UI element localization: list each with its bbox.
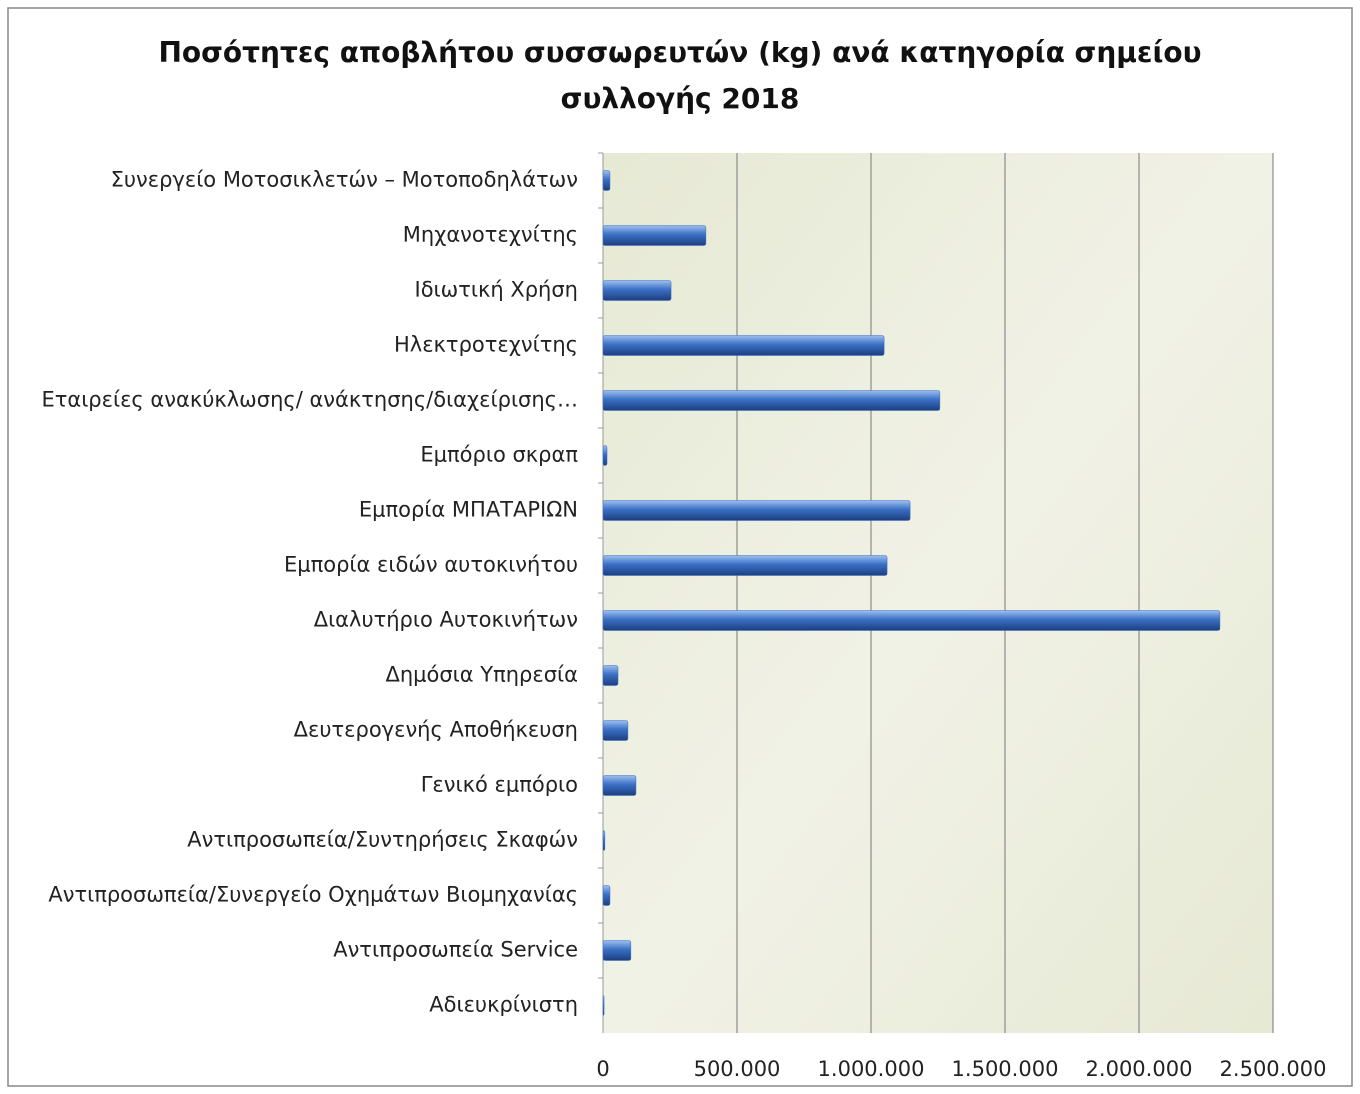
y-tick-label: Εμπόριο σκραπ — [420, 443, 578, 467]
x-tick-label: 2.000.000 — [1086, 1057, 1193, 1081]
bar — [602, 665, 619, 686]
y-tick-label: Αδιευκρίνιστη — [429, 993, 578, 1017]
x-tick-label: 1.000.000 — [818, 1057, 925, 1081]
bar — [602, 170, 611, 191]
y-tick-label: Ιδιωτική Χρήση — [415, 278, 579, 302]
x-tick-label: 2.500.000 — [1220, 1057, 1327, 1081]
bar — [602, 610, 1221, 631]
y-tick-label: Εμπορία ειδών αυτοκινήτου — [284, 553, 578, 577]
y-tick-label: Εμπορία ΜΠΑΤΑΡΙΩΝ — [359, 498, 578, 522]
bar — [602, 885, 611, 906]
y-tick-label: Δημόσια Υπηρεσία — [385, 663, 578, 687]
plot-area — [603, 153, 1273, 1033]
y-tick-label: Συνεργείο Μοτοσικλετών – Μοτοποδηλάτων — [111, 168, 578, 192]
x-tick-label: 0 — [596, 1057, 609, 1081]
bar — [602, 775, 637, 796]
bar — [602, 830, 606, 851]
y-tick-label: Αντιπροσωπεία/Συνεργείο Οχημάτων Βιομηχα… — [48, 883, 578, 907]
chart-border — [7, 7, 1353, 1087]
bar — [602, 995, 605, 1016]
bar — [602, 500, 911, 521]
bar — [602, 720, 629, 741]
y-tick-label: Μηχανοτεχνίτης — [403, 223, 578, 247]
y-tick-label: Εταιρείες ανακύκλωσης/ ανάκτησης/διαχείρ… — [41, 388, 578, 412]
y-tick-label: Ηλεκτροτεχνίτης — [394, 333, 578, 357]
bar — [602, 280, 672, 301]
bar — [602, 445, 608, 466]
y-tick-label: Γενικό εμπόριο — [421, 773, 578, 797]
y-tick-label: Διαλυτήριο Αυτοκινήτων — [314, 608, 578, 632]
y-tick-label: Αντιπροσωπεία Service — [333, 938, 578, 962]
x-tick-label: 1.500.000 — [952, 1057, 1059, 1081]
y-tick-label: Αντιπροσωπεία/Συντηρήσεις Σκαφών — [187, 828, 578, 852]
y-tick-label: Δευτερογενής Αποθήκευση — [294, 718, 578, 742]
chart-title: Ποσότητες αποβλήτου συσσωρευτών (kg) ανά… — [158, 36, 1202, 115]
bar — [602, 390, 941, 411]
bar — [602, 225, 707, 246]
x-tick-label: 500.000 — [694, 1057, 781, 1081]
bar — [602, 940, 632, 961]
bar — [602, 555, 888, 576]
bar — [602, 335, 885, 356]
